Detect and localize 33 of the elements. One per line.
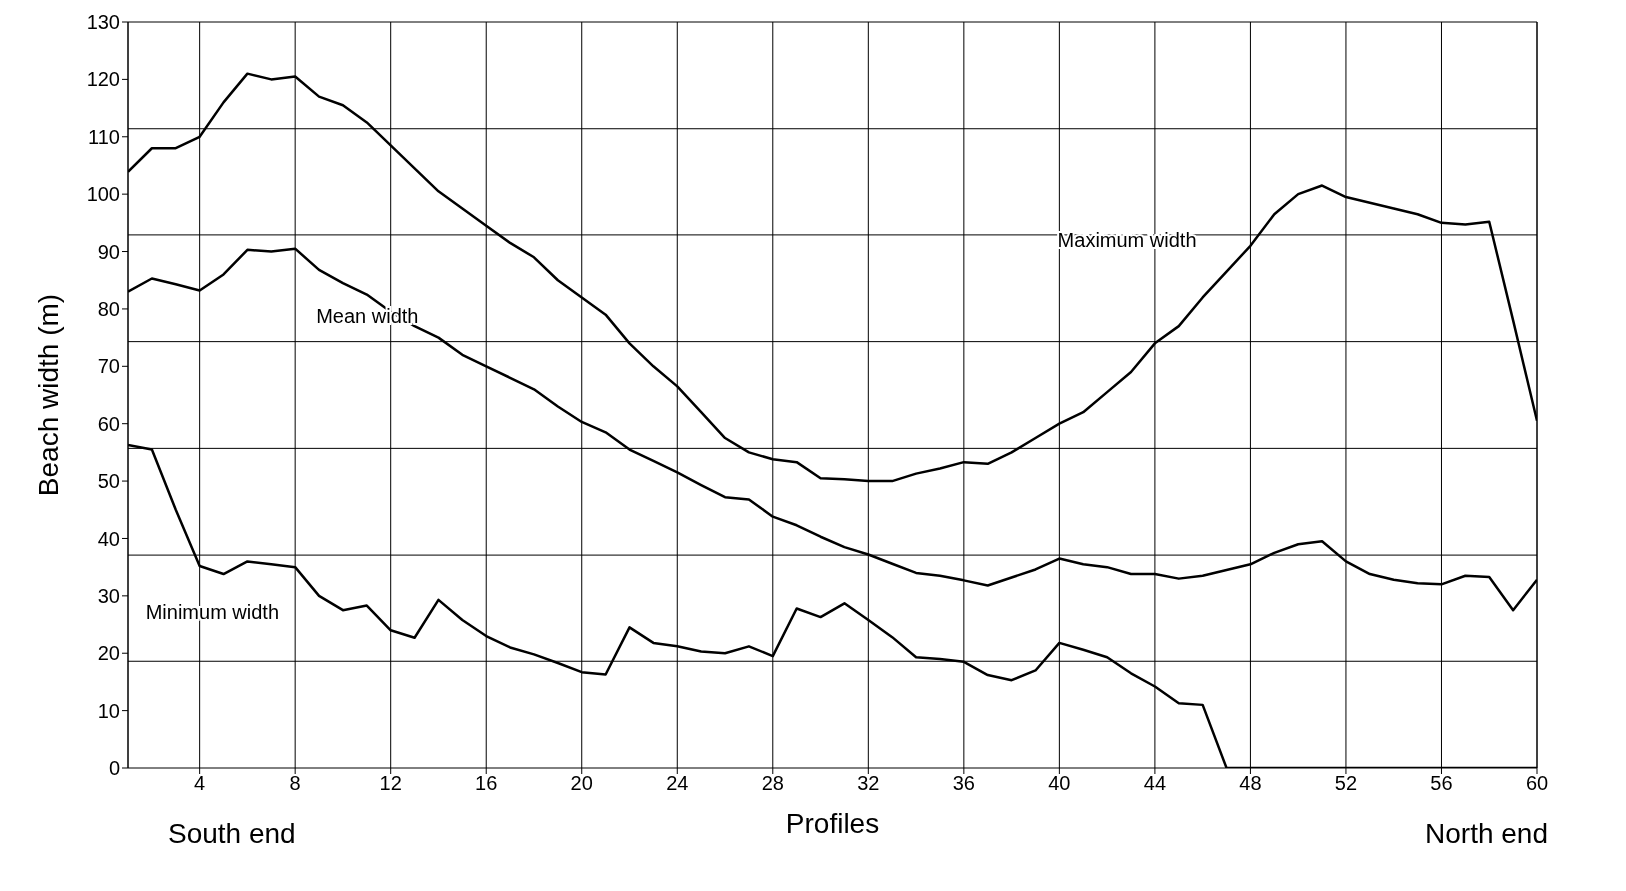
y-tick-label: 20 bbox=[97, 642, 120, 665]
y-tick-label: 0 bbox=[108, 757, 120, 780]
y-tick-label: 90 bbox=[97, 240, 120, 263]
text: South end bbox=[168, 818, 296, 850]
x-tick-label: 40 bbox=[1048, 772, 1071, 795]
x-tick-label: 12 bbox=[379, 772, 402, 795]
x-tick-label: 48 bbox=[1239, 772, 1262, 795]
x-tick-label: 60 bbox=[1525, 772, 1549, 795]
x-tick-label: 24 bbox=[666, 772, 689, 795]
y-tick-label: 40 bbox=[97, 527, 120, 550]
y-tick-label: 60 bbox=[97, 412, 120, 435]
x-tick-label: 4 bbox=[194, 772, 206, 795]
x-axis-title: Profiles bbox=[785, 808, 880, 839]
x-tick-label: 16 bbox=[475, 772, 498, 795]
x-tick-label: 36 bbox=[952, 772, 975, 795]
y-tick-label: 100 bbox=[86, 183, 120, 206]
y-tick-label: 80 bbox=[97, 298, 120, 321]
y-tick-label: 130 bbox=[86, 11, 120, 34]
y-tick-label: 110 bbox=[88, 125, 120, 148]
x-tick-label: 44 bbox=[1143, 772, 1167, 795]
y-tick-label: 10 bbox=[97, 699, 120, 722]
y-tick-label: 70 bbox=[97, 355, 120, 378]
y-tick-label: 30 bbox=[97, 584, 120, 607]
y-tick-label: 120 bbox=[86, 68, 120, 91]
x-tick-label: 32 bbox=[857, 772, 880, 795]
x-tick-label: 20 bbox=[570, 772, 593, 795]
x-tick-label: 56 bbox=[1430, 772, 1453, 795]
x-tick-label: 8 bbox=[289, 772, 301, 795]
y-tick-label: 50 bbox=[97, 470, 120, 493]
text: North end bbox=[1425, 818, 1548, 850]
x-tick-label: 52 bbox=[1334, 772, 1358, 795]
x-tick-label: 28 bbox=[761, 772, 784, 795]
y-axis-title: Beach width (m) bbox=[32, 293, 64, 497]
